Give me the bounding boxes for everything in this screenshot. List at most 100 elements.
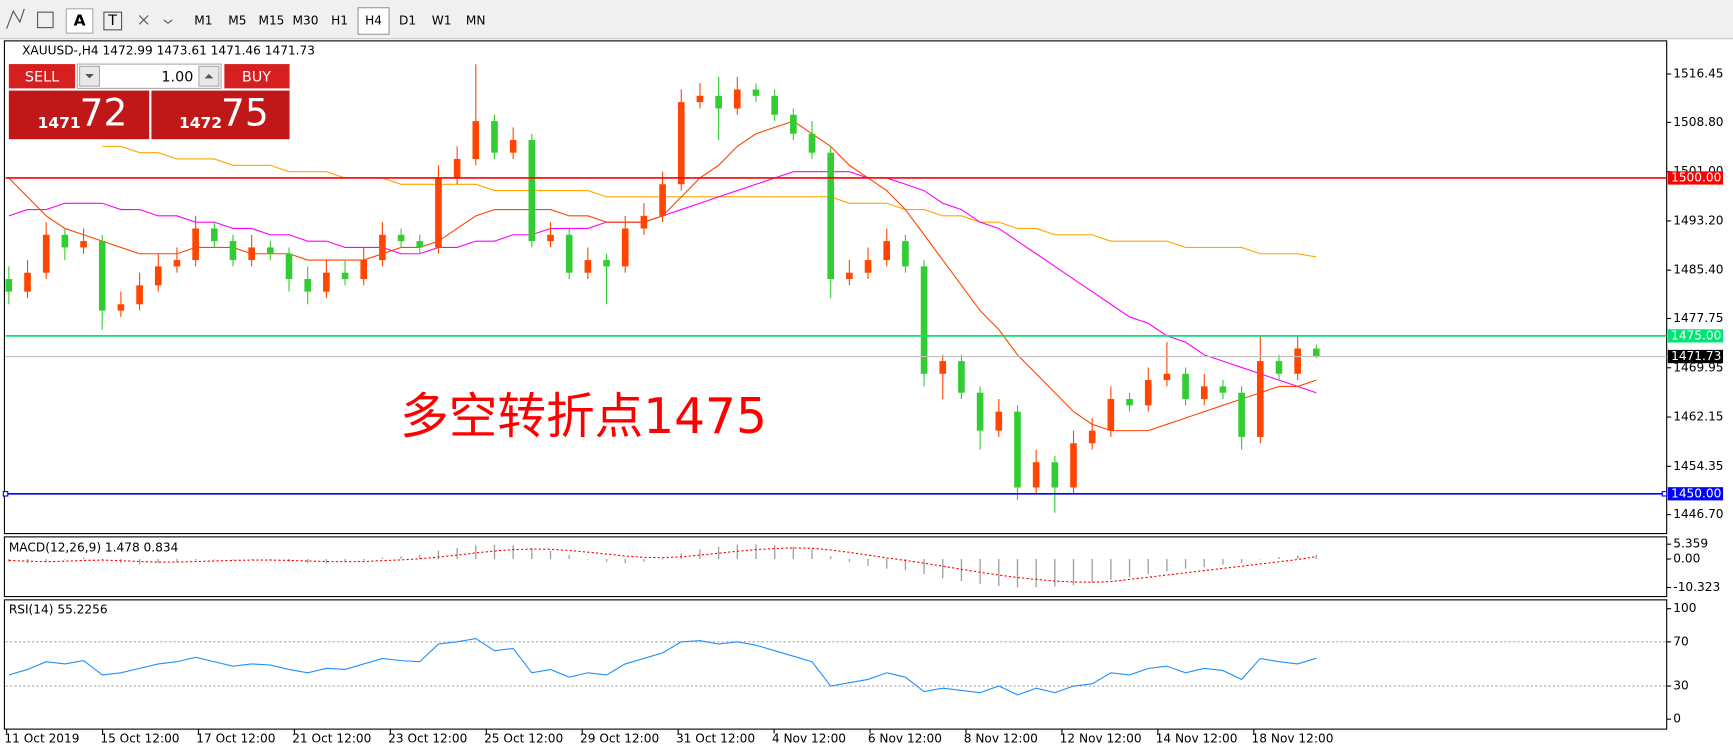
sell-button[interactable]	[8, 64, 76, 89]
macd-bar	[848, 558, 851, 562]
macd-bar	[755, 544, 757, 559]
volume[interactable]: 1.00	[161, 69, 193, 85]
candle-body	[154, 266, 162, 286]
macd-bar	[1166, 558, 1168, 572]
moving-average	[8, 120, 1317, 432]
candle-body	[565, 234, 573, 273]
active-timeframe[interactable]	[357, 7, 390, 35]
macd-bar	[250, 558, 253, 560]
shapes-icon[interactable]	[138, 15, 173, 25]
candle-body	[192, 228, 199, 261]
candle-body	[659, 184, 666, 216]
rsi-panel	[3, 599, 1668, 730]
macd-bar	[1091, 558, 1093, 583]
timeframe-button[interactable]: M1	[194, 13, 212, 27]
macd-bar	[1016, 558, 1019, 588]
y-tick-label: 1446.70	[1673, 507, 1723, 521]
y-tick-label: -10.323	[1673, 580, 1720, 594]
macd-bar	[568, 554, 570, 559]
timeframe-button[interactable]: H1	[331, 13, 348, 27]
macd-bar	[419, 554, 421, 559]
chart-icon[interactable]	[6, 8, 25, 29]
macd-bar	[830, 556, 832, 559]
x-tick-label: 21 Oct 12:00	[292, 732, 371, 746]
tool-label[interactable]: A	[74, 11, 86, 29]
macd-bar	[157, 558, 159, 564]
x-tick-label: 17 Oct 12:00	[196, 732, 275, 746]
candle-body	[1126, 399, 1133, 406]
y-tick-label: 1508.80	[1673, 115, 1723, 129]
timeframe-button[interactable]: MN	[466, 13, 486, 27]
moving-average	[102, 145, 1317, 258]
macd-bar	[1296, 555, 1299, 559]
candle-body	[584, 260, 592, 273]
buy-button[interactable]	[224, 64, 290, 89]
candle-body	[1238, 392, 1245, 437]
candle-body	[1256, 361, 1264, 437]
macd-bar	[886, 558, 888, 569]
timeframe-button[interactable]: W1	[432, 13, 452, 27]
macd-bar	[605, 558, 608, 562]
candle-body	[1294, 348, 1301, 374]
macd-bar	[811, 549, 813, 559]
ask-prefix[interactable]: 1472	[179, 114, 222, 132]
timeframe-button[interactable]: M15	[258, 13, 284, 27]
timeframe-button[interactable]: D1	[399, 13, 416, 27]
timeframe-button[interactable]: M5	[228, 13, 246, 27]
bid-prefix[interactable]: 1471	[38, 114, 81, 132]
y-tick-label: 1469.95	[1673, 360, 1723, 374]
macd-bar	[773, 545, 776, 559]
ask-main[interactable]: 75	[221, 90, 269, 134]
y-tick-label: 1454.35	[1673, 459, 1723, 473]
trade-panel: SELL 1.00 BUY 1471 72 1472 75	[8, 63, 290, 140]
x-tick-label: 18 Nov 12:00	[1252, 732, 1334, 746]
template-icon[interactable]	[37, 11, 54, 29]
macd-bar	[624, 558, 626, 564]
y-tick-label: 30	[1673, 679, 1688, 693]
plot: 1516.451508.801501.001493.201485.401477.…	[2, 64, 1724, 746]
sell-label[interactable]: SELL	[25, 69, 59, 85]
text-tool-button[interactable]	[65, 8, 94, 34]
y-tick-label: 1485.40	[1673, 263, 1723, 277]
macd-bar	[1110, 558, 1112, 580]
bid-main[interactable]: 72	[80, 90, 128, 134]
level-label-box	[1667, 487, 1724, 501]
candle-body	[379, 234, 386, 261]
candle-body	[360, 260, 368, 280]
macd-bar	[1240, 558, 1243, 564]
macd-bar	[998, 558, 1000, 587]
level-handle	[1661, 491, 1668, 497]
candle-body	[491, 121, 498, 153]
candle-body	[958, 361, 965, 393]
y-tick-label: 1516.45	[1673, 67, 1723, 81]
candle-body	[547, 234, 554, 242]
timeframe-button[interactable]: M30	[293, 13, 319, 27]
macd-bar	[400, 556, 402, 559]
candle-body	[435, 177, 442, 248]
macd-bar	[531, 547, 533, 559]
macd-bar	[661, 558, 664, 560]
level-label: 1475.00	[1671, 328, 1721, 342]
candle-body	[920, 266, 928, 374]
volume-box[interactable]	[76, 63, 222, 89]
macd-bar	[643, 558, 645, 562]
candle-body	[267, 247, 274, 254]
text-tool-icon[interactable]	[103, 11, 123, 31]
ask-box[interactable]	[151, 90, 290, 140]
bid-box[interactable]	[8, 90, 150, 140]
macd-bar	[512, 545, 514, 559]
y-tick-label: 1477.75	[1673, 311, 1723, 325]
timeframe-button[interactable]: H4	[365, 13, 382, 27]
candle-body	[1144, 380, 1152, 406]
tool-label-t[interactable]: T	[107, 13, 117, 29]
macd-bar	[1222, 558, 1224, 565]
x-tick-label: 25 Oct 12:00	[484, 732, 563, 746]
candle-body	[1051, 462, 1059, 488]
candle-body	[640, 215, 648, 229]
candle-body	[790, 114, 797, 134]
candle-body	[939, 361, 947, 374]
macd-bar	[1035, 558, 1037, 588]
x-tick-label: 14 Nov 12:00	[1156, 732, 1238, 746]
buy-label[interactable]: BUY	[242, 69, 271, 85]
